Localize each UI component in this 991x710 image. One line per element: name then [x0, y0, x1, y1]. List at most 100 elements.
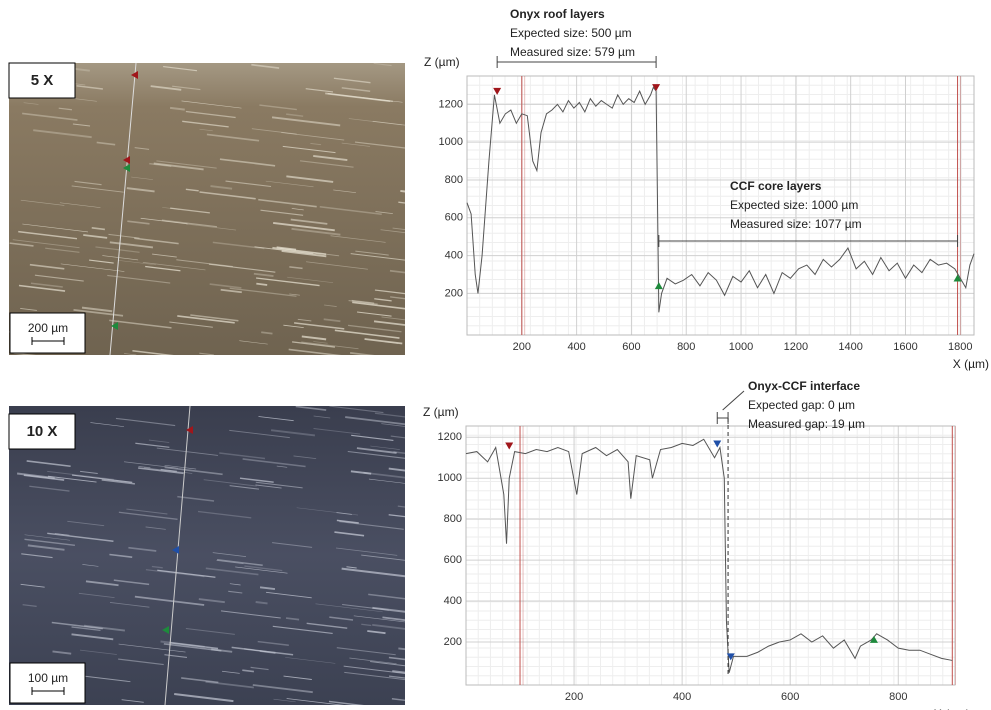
streak	[156, 447, 218, 456]
streak	[199, 352, 214, 355]
streak	[153, 162, 204, 171]
streak	[79, 649, 117, 655]
streak	[172, 85, 201, 91]
streak	[380, 229, 405, 234]
streak	[343, 665, 405, 674]
streak	[131, 176, 153, 180]
streak	[370, 661, 405, 667]
label-box	[8, 413, 76, 450]
streak	[346, 566, 357, 569]
streak	[149, 162, 172, 167]
streak	[91, 226, 105, 231]
streak	[21, 553, 53, 559]
streak	[313, 415, 331, 419]
streak	[161, 219, 218, 228]
streak	[339, 521, 404, 530]
streak	[47, 532, 114, 542]
streak	[372, 624, 405, 630]
streak	[239, 477, 274, 483]
streak	[355, 250, 389, 256]
plot-frame	[466, 75, 975, 336]
streak	[315, 603, 383, 613]
streak	[368, 593, 405, 600]
streak	[375, 211, 393, 215]
streak	[185, 110, 236, 119]
leader	[722, 390, 745, 411]
streak	[251, 63, 280, 69]
streak	[169, 321, 213, 328]
marker	[953, 274, 962, 282]
x-tick-label: 400	[673, 691, 691, 703]
streak	[185, 188, 199, 192]
profile-path	[109, 62, 137, 356]
streak	[22, 223, 89, 233]
streak	[260, 209, 304, 216]
streak	[306, 622, 348, 629]
streak	[347, 324, 402, 333]
streak	[400, 189, 405, 193]
streak	[78, 592, 115, 598]
marker	[654, 282, 663, 290]
streak	[289, 266, 303, 270]
streak	[115, 417, 176, 427]
scale-bar-label: 200 µm	[28, 321, 68, 335]
streak	[373, 320, 405, 326]
marker	[162, 626, 169, 634]
streak	[389, 269, 405, 274]
streak	[52, 650, 72, 655]
annotation-text: Measured size: 1077 µm	[730, 217, 862, 231]
streak	[134, 595, 205, 606]
bracket	[658, 235, 959, 247]
streak	[347, 450, 405, 459]
streak	[299, 160, 354, 168]
marker	[869, 635, 878, 643]
streak	[140, 217, 188, 225]
streak	[306, 261, 368, 270]
streak	[228, 590, 243, 594]
streak	[356, 447, 397, 454]
streak	[290, 218, 328, 225]
streak	[203, 479, 257, 487]
streak	[282, 145, 336, 154]
streak	[353, 615, 405, 623]
streak	[388, 514, 405, 518]
streak	[96, 141, 116, 146]
streak	[72, 123, 91, 127]
streak	[221, 670, 240, 674]
streak	[271, 116, 341, 127]
streak	[225, 180, 272, 188]
streak	[108, 233, 140, 239]
streak	[138, 467, 184, 475]
streak	[294, 322, 345, 330]
streak	[363, 471, 405, 479]
streak	[20, 583, 45, 588]
streak	[30, 282, 63, 288]
y-tick-label: 1000	[439, 136, 463, 148]
streak	[388, 467, 405, 472]
streak	[381, 423, 405, 427]
streak	[45, 247, 80, 253]
y-tick-label: 800	[445, 174, 463, 186]
streak	[80, 470, 98, 475]
streak	[71, 626, 101, 632]
streak	[13, 352, 36, 355]
streak	[132, 350, 174, 355]
streak	[250, 666, 269, 671]
streak	[313, 428, 361, 435]
streak	[71, 185, 124, 193]
streak	[255, 481, 303, 489]
streak	[276, 246, 297, 251]
streak	[181, 677, 219, 684]
streak	[145, 526, 166, 530]
annotation-title: Onyx-CCF interface	[748, 379, 860, 393]
streak	[128, 546, 157, 552]
streak	[145, 569, 205, 578]
streak	[156, 160, 217, 169]
streak	[404, 703, 405, 704]
streak	[289, 293, 300, 296]
streak	[265, 180, 314, 188]
x-tick-label: 400	[567, 341, 585, 353]
streak	[341, 567, 405, 578]
streak	[244, 648, 267, 652]
streak	[291, 227, 341, 236]
